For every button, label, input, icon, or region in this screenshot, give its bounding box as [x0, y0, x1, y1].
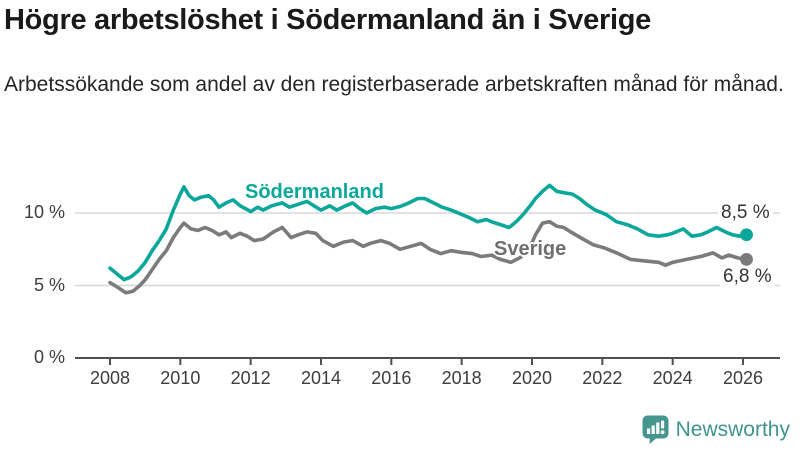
chart-title: Högre arbetslöshet i Södermanland än i S… — [4, 4, 651, 36]
x-tick-label: 2012 — [230, 368, 271, 388]
x-tick-label: 2008 — [89, 368, 131, 388]
chart-subtitle: Arbetssökande som andel av den registerb… — [4, 73, 784, 96]
x-tick-label: 2018 — [441, 368, 482, 388]
y-tick-label: 5 % — [33, 274, 65, 295]
end-value-label-sverige: 6,8 % — [720, 266, 775, 288]
series-end-dot-södermanland — [740, 228, 753, 242]
x-tick-label: 2022 — [582, 368, 623, 388]
y-tick-label: 0 % — [33, 347, 65, 367]
y-tick-label: 10 % — [23, 202, 65, 222]
x-tick-label: 2024 — [652, 368, 693, 388]
x-tick-label: 2016 — [371, 368, 412, 388]
x-tick-label: 2014 — [300, 368, 342, 388]
x-tick-label: 2026 — [722, 368, 764, 388]
newsworthy-logo: Newsworthy — [642, 415, 790, 444]
series-end-dot-sverige — [740, 253, 753, 266]
series-label-sverige: Sverige — [494, 238, 567, 260]
end-value-label-sodermanland: 8,5 % — [718, 202, 773, 224]
series-line-södermanland — [108, 183, 749, 282]
x-tick-label: 2010 — [160, 368, 201, 388]
series-line-sverige — [108, 219, 749, 295]
newsworthy-logo-text: Newsworthy — [675, 417, 790, 441]
newsworthy-logo-icon — [642, 415, 669, 444]
series-label-sodermanland: Södermanland — [245, 181, 384, 203]
x-tick-label: 2020 — [511, 368, 553, 388]
